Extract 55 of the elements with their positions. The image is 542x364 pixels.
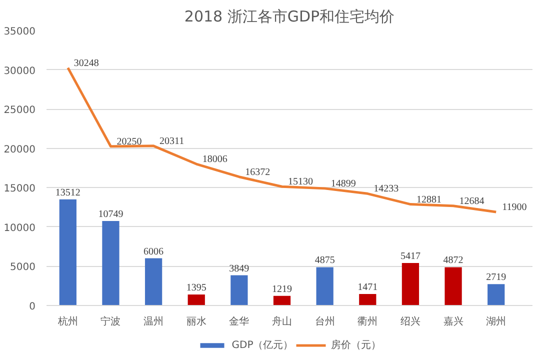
data-label: 20311 — [160, 136, 184, 147]
data-label: 6006 — [144, 246, 164, 258]
data-label: 13512 — [55, 187, 80, 198]
x-tick-label: 杭州 — [56, 316, 78, 328]
y-tick-label: 10000 — [4, 222, 36, 234]
x-tick-label: 丽水 — [186, 316, 206, 328]
data-label: 4872 — [443, 255, 464, 266]
x-tick-label: 衢州 — [358, 316, 378, 328]
data-label: 10749 — [98, 209, 124, 220]
bar — [488, 284, 505, 306]
x-tick-label: 金华 — [229, 316, 250, 328]
data-label: 1395 — [186, 282, 206, 294]
bar — [273, 296, 291, 306]
data-label: 18006 — [202, 154, 228, 166]
bar — [102, 221, 120, 306]
y-tick-label: 15000 — [4, 184, 36, 195]
x-tick-label: 宁波 — [100, 316, 121, 328]
bar — [144, 258, 162, 306]
bar — [444, 267, 462, 306]
bar — [230, 275, 248, 306]
x-tick-label: 绍兴 — [400, 316, 420, 328]
y-tick-label: 20000 — [4, 144, 36, 156]
legend-label: 房价（元） — [331, 338, 382, 352]
data-label: 20250 — [116, 136, 142, 148]
bar — [402, 262, 420, 306]
data-label: 16372 — [245, 166, 270, 178]
x-tick-label: 湖州 — [486, 316, 506, 328]
data-label: 1471 — [358, 282, 378, 293]
chart-title: 2018 浙江各市GDP和住宅均价 — [184, 8, 395, 26]
data-label: 2719 — [486, 272, 506, 284]
x-tick-label: 舟山 — [272, 316, 292, 328]
data-label: 14899 — [330, 178, 356, 190]
data-label: 11900 — [502, 202, 527, 213]
data-label: 5417 — [400, 250, 420, 262]
y-tick-label: 35000 — [4, 26, 36, 38]
y-tick-label: 30000 — [4, 66, 36, 77]
bar — [316, 267, 334, 306]
data-label: 4875 — [314, 255, 335, 266]
data-label: 3849 — [229, 263, 250, 274]
data-label: 12684 — [459, 196, 484, 207]
x-tick-label: 嘉兴 — [443, 316, 464, 328]
data-label: 12881 — [416, 194, 442, 206]
data-label: 14233 — [374, 184, 399, 195]
data-label: 15130 — [288, 176, 314, 188]
y-tick-label: 25000 — [4, 105, 36, 116]
data-label: 1219 — [272, 284, 292, 295]
legend-label: GDP（亿元） — [232, 339, 294, 352]
bar — [188, 294, 205, 306]
x-tick-label: 台州 — [314, 316, 335, 328]
bar — [359, 294, 376, 306]
x-tick-label: 温州 — [144, 316, 164, 328]
y-tick-label: 5000 — [10, 262, 36, 274]
bar — [59, 199, 76, 306]
y-tick-label: 0 — [29, 302, 36, 312]
data-label: 30248 — [74, 58, 99, 69]
